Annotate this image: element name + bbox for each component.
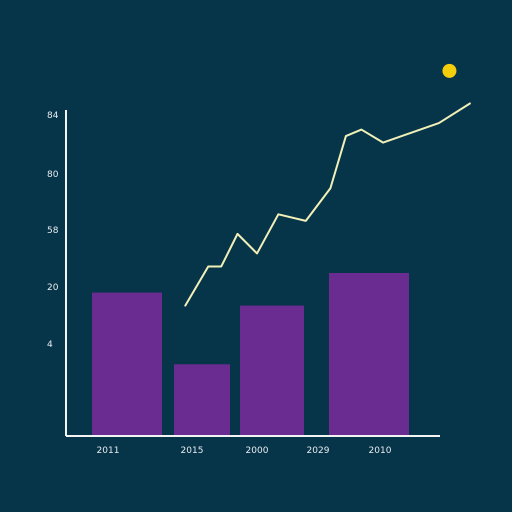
marker-layer xyxy=(442,63,457,78)
y-tick-label: 84 xyxy=(47,111,59,121)
bar xyxy=(174,364,230,436)
bar xyxy=(240,305,304,436)
y-tick-label: 20 xyxy=(47,283,59,293)
yellow-marker xyxy=(442,63,457,78)
overlay-line-layer xyxy=(184,102,471,307)
x-tick-label: 2015 xyxy=(181,446,204,456)
x-tick-label: 2029 xyxy=(307,446,330,456)
overlay-line xyxy=(184,102,471,307)
y-tick-label: 58 xyxy=(47,226,59,236)
bar xyxy=(92,292,162,436)
x-axis-ticks: 2011 2015 2000 2029 2010 xyxy=(97,446,392,456)
bar-series xyxy=(92,273,409,436)
y-axis-ticks: 4 20 58 80 84 xyxy=(47,111,59,350)
y-tick-label: 80 xyxy=(47,170,59,180)
bar xyxy=(329,273,409,436)
x-tick-label: 2010 xyxy=(369,446,392,456)
x-tick-label: 2011 xyxy=(97,446,120,456)
axes xyxy=(65,110,440,437)
x-tick-label: 2000 xyxy=(246,446,269,456)
y-tick-label: 4 xyxy=(47,340,53,350)
